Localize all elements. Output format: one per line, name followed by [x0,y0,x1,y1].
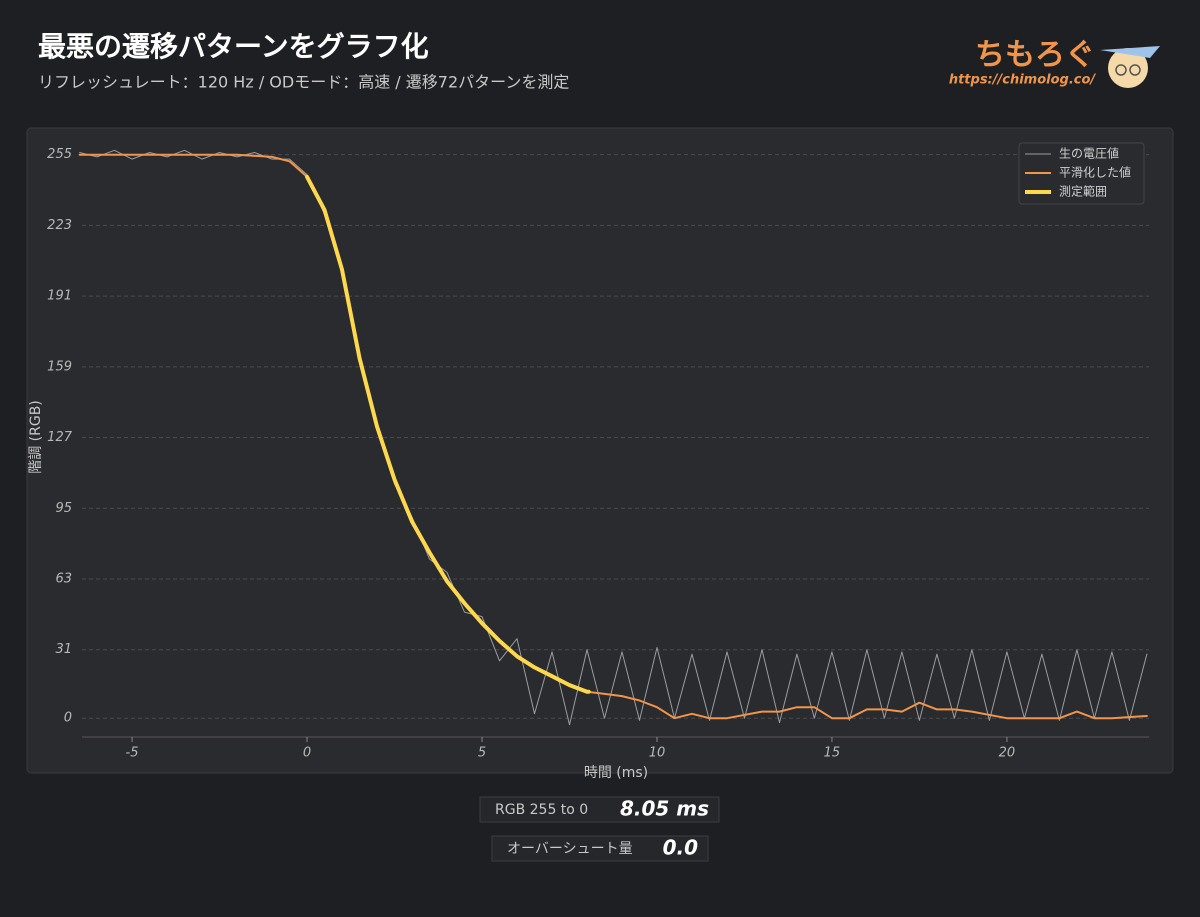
y-tick-label: 159 [47,359,72,374]
y-tick-label: 223 [47,218,72,233]
y-tick-label: 191 [47,289,72,304]
chart-title: 最悪の遷移パターンをグラフ化 [38,30,429,63]
result-box [491,835,709,862]
x-axis-label: 時間 (ms) [584,765,648,781]
result-value: 0.0 [663,836,699,860]
y-tick-label: 31 [55,642,72,657]
legend-label: 平滑化した値 [1059,165,1131,180]
y-tick-label: 95 [55,501,72,516]
x-tick-label: -5 [126,746,139,761]
x-tick-label: 0 [303,746,311,761]
x-tick-label: 20 [999,746,1016,761]
legend-label: 生の電圧値 [1059,146,1119,161]
result-value: 8.05 ms [620,797,709,821]
series-line [305,174,591,694]
legend-label: 測定範囲 [1059,184,1107,199]
result-label: RGB 255 to 0 [495,802,588,818]
x-tick-label: 15 [824,746,841,761]
legend-box [1018,142,1145,205]
results: RGB 255 to 0 8.05 ms オーバーシュート量 0.0 [479,796,720,862]
x-tick-label: 5 [478,746,486,761]
result-box [479,796,720,823]
brand: ちもろぐ [975,38,1095,73]
plot-panel [26,127,1174,774]
y-tick-label: 0 [64,711,72,726]
y-tick-label: 127 [47,430,73,445]
y-tick-label: 63 [55,571,72,586]
mascot [1100,46,1160,88]
y-axis-label: 階調 (RGB) [28,400,44,474]
y-tick-label: 255 [47,147,72,162]
result-label: オーバーシュート量 [507,841,633,857]
x-tick-label: 10 [649,746,666,761]
brand-url: https://chimolog.co/ [949,73,1097,88]
chart-subtitle: リフレッシュレート：120 Hz / ODモード：高速 / 遷移72パターンを測… [38,73,569,92]
series-line [79,149,1148,726]
